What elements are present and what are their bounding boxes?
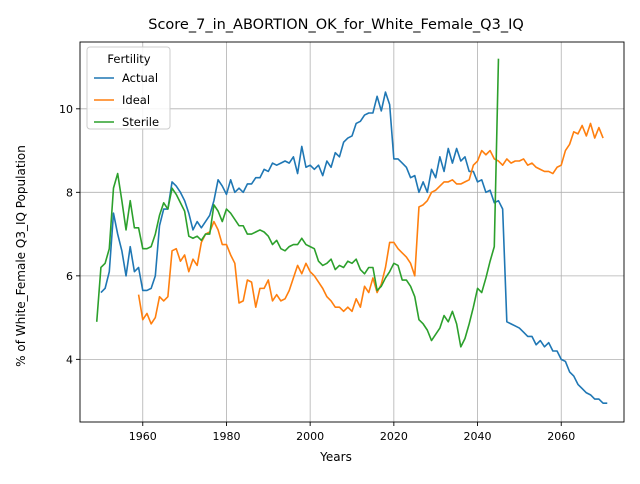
series-line-ideal <box>137 122 604 325</box>
y-axis-label: % of White_Female Q3_IQ Population <box>14 145 28 367</box>
x-tick-label: 2060 <box>547 430 575 443</box>
series-line-actual <box>100 91 608 405</box>
legend-box <box>86 46 171 130</box>
legend-label: Ideal <box>122 93 150 107</box>
x-tick-label: 1980 <box>212 430 240 443</box>
plot-area: 1960 1980 2000 2020 2040 2060 4 6 8 10 Fertility Ac… <box>59 41 625 443</box>
legend-label: Actual <box>122 71 158 85</box>
x-tick-label: 1960 <box>129 430 157 443</box>
legend-label: Sterile <box>122 115 159 129</box>
x-tick-label: 2040 <box>464 430 492 443</box>
x-axis-label: Years <box>319 450 352 464</box>
x-tick-label: 2020 <box>380 430 408 443</box>
chart-title: Score_7_in_ABORTION_OK_for_White_Female_… <box>148 17 524 33</box>
y-tick-label: 6 <box>66 270 73 283</box>
series-line-sterile <box>95 58 500 348</box>
legend-title: Fertility <box>107 52 150 66</box>
y-tick-label: 4 <box>66 353 73 366</box>
axes-frame <box>79 41 625 423</box>
y-tick-label: 8 <box>66 186 73 199</box>
x-tick-label: 2000 <box>296 430 324 443</box>
y-tick-label: 10 <box>59 103 73 116</box>
